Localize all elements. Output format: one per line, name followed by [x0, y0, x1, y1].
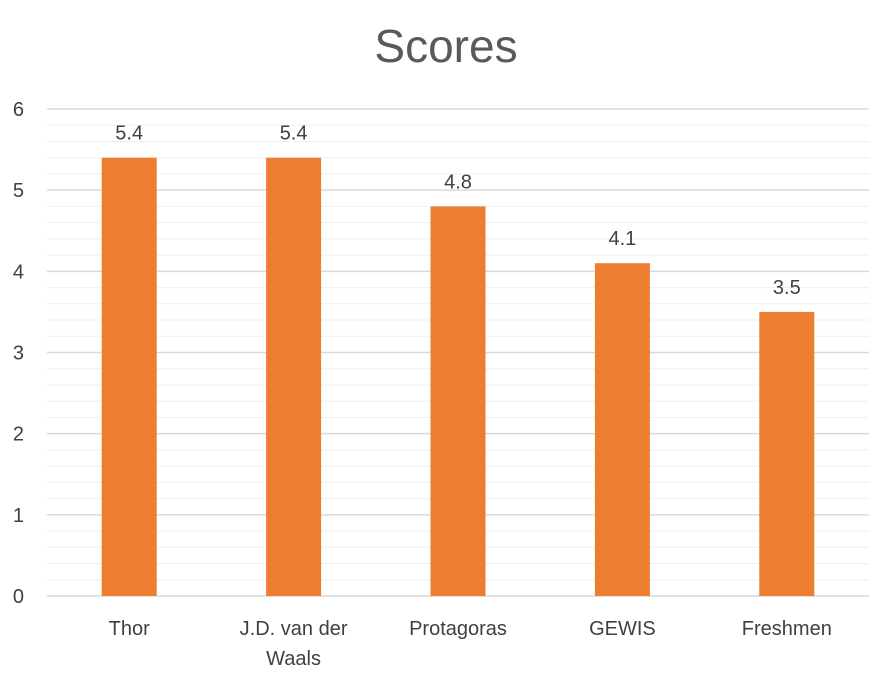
bar [266, 157, 322, 596]
x-tick-label: Freshmen [742, 618, 832, 640]
bars [101, 157, 815, 596]
bar [101, 157, 157, 596]
bar [594, 263, 650, 596]
chart-title: Scores [374, 20, 517, 72]
y-tick-label: 6 [13, 99, 24, 121]
y-tick-label: 1 [13, 505, 24, 527]
bar [759, 311, 815, 596]
x-tick-label: GEWIS [589, 618, 656, 640]
data-label: 4.1 [608, 228, 636, 250]
bar [430, 206, 486, 596]
x-tick-label: Thor [109, 618, 150, 640]
y-tick-label: 4 [13, 261, 24, 283]
data-label: 5.4 [115, 123, 143, 145]
data-label: 4.8 [444, 171, 472, 193]
x-tick-label: Protagoras [409, 618, 507, 640]
y-tick-label: 3 [13, 343, 24, 365]
data-labels: 5.4 5.4 4.8 4.1 3.5 [115, 123, 800, 299]
y-tick-label: 2 [13, 424, 24, 446]
data-label: 5.4 [280, 123, 308, 145]
y-axis-ticks: 0 1 2 3 4 5 6 [13, 99, 24, 608]
y-tick-label: 0 [13, 586, 24, 608]
y-tick-label: 5 [13, 180, 24, 202]
data-label: 3.5 [773, 277, 801, 299]
x-tick-label: J.D. van der Waals [240, 618, 348, 670]
x-axis-ticks: Thor J.D. van der Waals Protagoras GEWIS Fres… [109, 618, 832, 670]
